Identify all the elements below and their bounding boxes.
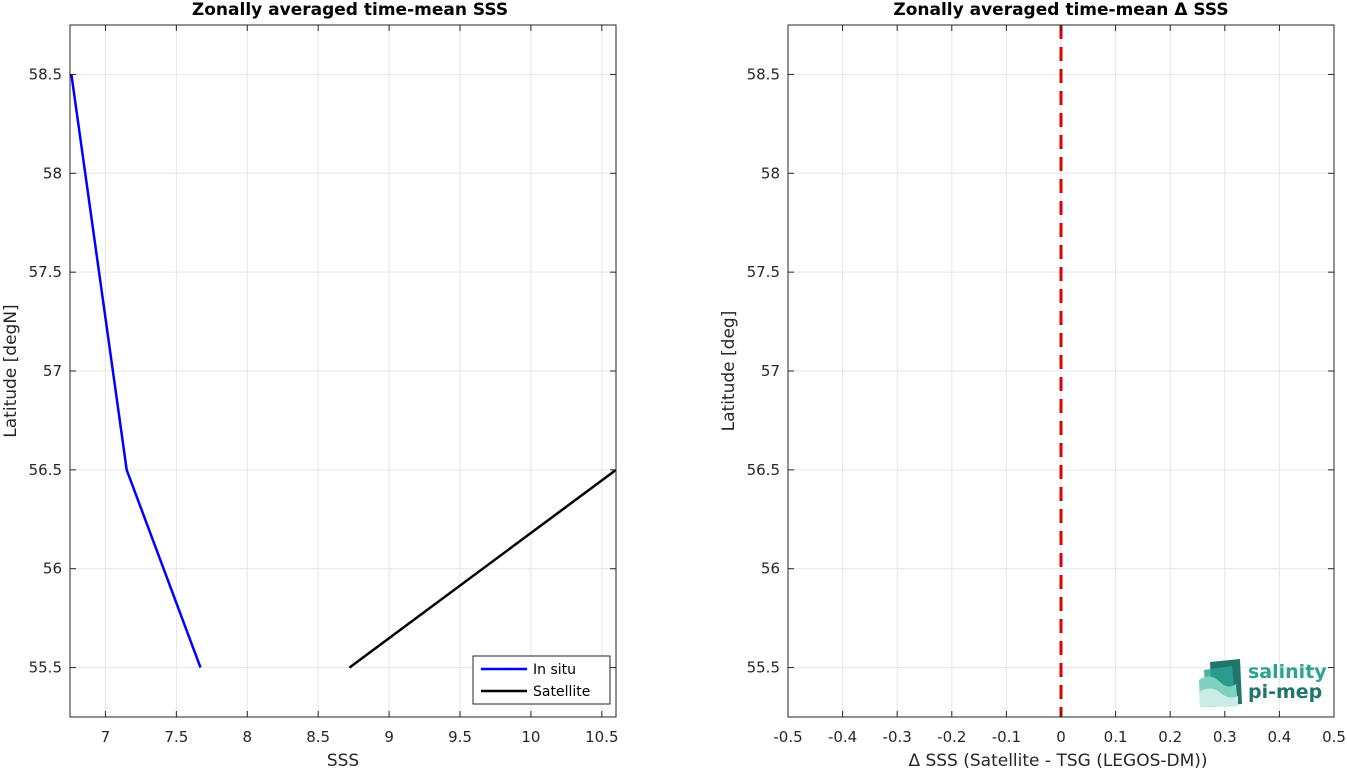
- delta-grid: [787, 25, 1335, 717]
- sss-x-tick-label: 7: [101, 728, 111, 746]
- delta-x-ticks: -0.5 -0.4 -0.3 -0.2 -0.1 0 0.1 0.2 0.3 0.4 0.5: [773, 25, 1346, 746]
- delta-y-tick-label: 57: [761, 362, 780, 380]
- sss-x-tick-label: 9.5: [448, 728, 472, 746]
- delta-x-tick-label: 0.1: [1104, 728, 1128, 746]
- delta-x-tick-label: 0: [1056, 728, 1066, 746]
- sss-y-ticks: 55.5 56 56.5 57 57.5 58 58.5: [29, 65, 616, 677]
- sss-x-tick-label: 7.5: [164, 728, 188, 746]
- delta-x-tick-label: 0.5: [1322, 728, 1346, 746]
- delta-x-axis-label: Δ SSS (Satellite - TSG (LEGOS-DM)): [908, 751, 1207, 769]
- delta-sss-panel: Zonally averaged time-mean Δ SSS -0.5 -0.…: [719, 0, 1346, 769]
- delta-x-tick-label: -0.4: [828, 728, 857, 746]
- sss-x-tick-label: 8: [242, 728, 252, 746]
- sss-y-tick-label: 58.5: [29, 65, 62, 83]
- sss-y-tick-label: 55.5: [29, 659, 62, 677]
- sss-x-ticks: 7 7.5 8 8.5 9 9.5 10 10.5: [101, 25, 619, 746]
- salinity-wave-icon: [1199, 659, 1242, 707]
- delta-x-tick-label: -0.2: [937, 728, 966, 746]
- sss-y-tick-label: 58: [43, 164, 62, 182]
- delta-y-ticks: 55.5 56 56.5 57 57.5 58 58.5: [747, 65, 1334, 677]
- sss-chart-title: Zonally averaged time-mean SSS: [192, 0, 508, 20]
- legend-label-in-situ: In situ: [533, 662, 576, 678]
- legend: In situ Satellite: [472, 655, 611, 705]
- delta-y-tick-label: 56.5: [747, 461, 780, 479]
- logo-text-line2: pi-mep: [1248, 681, 1322, 703]
- sss-x-tick-label: 10: [521, 728, 540, 746]
- sss-y-tick-label: 56.5: [29, 461, 62, 479]
- delta-y-tick-label: 58: [761, 164, 780, 182]
- sss-y-axis-label: Latitude [degN]: [1, 304, 21, 437]
- legend-label-satellite: Satellite: [533, 684, 590, 700]
- sss-y-tick-label: 57: [43, 362, 62, 380]
- sss-panel: Zonally averaged time-mean SSS 7 7.5 8 8.5 9…: [1, 0, 619, 769]
- series-line-satellite: [348, 468, 617, 669]
- logo-text-line1: salinity: [1248, 661, 1327, 683]
- salinity-pimep-logo: salinity pi-mep: [1199, 659, 1327, 707]
- sss-series: [70, 74, 617, 669]
- sss-y-tick-label: 56: [43, 560, 62, 578]
- sss-grid: [70, 25, 616, 717]
- delta-x-tick-label: -0.5: [773, 728, 802, 746]
- sss-y-tick-label: 57.5: [29, 263, 62, 281]
- delta-x-tick-label: 0.2: [1158, 728, 1182, 746]
- series-line-in-situ: [70, 74, 202, 669]
- sss-x-tick-label: 10.5: [585, 728, 618, 746]
- delta-x-tick-label: 0.4: [1267, 728, 1291, 746]
- delta-x-tick-label: -0.3: [883, 728, 912, 746]
- delta-y-tick-label: 55.5: [747, 659, 780, 677]
- delta-y-tick-label: 58.5: [747, 65, 780, 83]
- delta-chart-title: Zonally averaged time-mean Δ SSS: [893, 0, 1228, 20]
- delta-y-tick-label: 57.5: [747, 263, 780, 281]
- legend-box: [472, 655, 611, 705]
- sss-x-tick-label: 8.5: [306, 728, 330, 746]
- delta-y-tick-label: 56: [761, 560, 780, 578]
- delta-x-tick-label: -0.1: [992, 728, 1021, 746]
- delta-x-tick-label: 0.3: [1213, 728, 1237, 746]
- sss-x-axis-label: SSS: [327, 751, 359, 769]
- sss-x-tick-label: 9: [384, 728, 394, 746]
- delta-y-axis-label: Latitude [deg]: [719, 311, 739, 432]
